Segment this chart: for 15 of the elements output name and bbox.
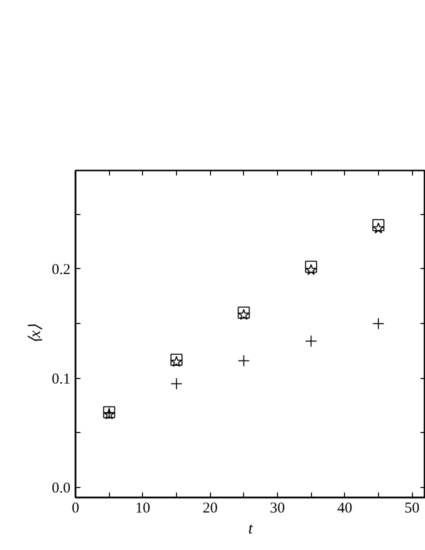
x-tick-label: 40 xyxy=(337,500,352,516)
x-tick-label: 20 xyxy=(202,500,218,516)
point xyxy=(305,260,318,273)
x-tick-label: 10 xyxy=(135,500,150,516)
point xyxy=(372,222,384,234)
y-tick-label: 0.1 xyxy=(52,371,70,388)
point xyxy=(305,264,317,275)
y-tick-label: 0.0 xyxy=(52,480,70,497)
x-axis-title: t xyxy=(248,520,254,538)
y-axis-title: ⟨x⟩ xyxy=(26,323,44,344)
x-tick-label: 0 xyxy=(72,500,80,516)
x-tick-label: 30 xyxy=(270,500,285,516)
x-tick-label: 50 xyxy=(404,500,420,516)
point xyxy=(372,219,384,232)
y-tick-label: 0.2 xyxy=(52,262,70,278)
